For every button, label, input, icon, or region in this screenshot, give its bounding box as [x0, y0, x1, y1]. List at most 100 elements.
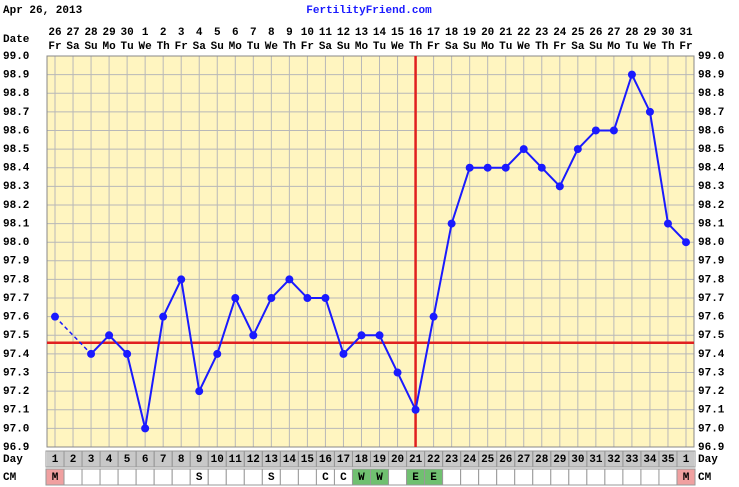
y-tick-label: 98.4	[3, 163, 30, 175]
weekday-label: Fr	[175, 41, 188, 53]
weekday-label: We	[643, 41, 657, 53]
temperature-point	[231, 294, 240, 303]
cycle-day: 20	[391, 454, 404, 466]
date-label: Date	[3, 34, 30, 46]
y-tick-label: 97.2	[698, 386, 724, 398]
y-tick-label: 98.9	[3, 70, 29, 82]
cycle-day: 26	[499, 454, 512, 466]
cycle-day: 11	[229, 454, 243, 466]
y-tick-label: 99.0	[3, 51, 29, 63]
temperature-point	[303, 294, 312, 303]
temperature-point	[465, 163, 474, 172]
date-label: 9	[286, 27, 293, 39]
weekday-label: Sa	[193, 41, 207, 53]
cm-code: M	[52, 472, 59, 484]
y-tick-label: 98.0	[3, 237, 29, 249]
cycle-day: 30	[571, 454, 584, 466]
weekday-label: Tu	[373, 41, 386, 53]
weekday-label: Th	[535, 41, 548, 53]
y-tick-label: 98.5	[698, 144, 725, 156]
cycle-day: 27	[517, 454, 530, 466]
cycle-day: 17	[337, 454, 350, 466]
temperature-line	[90, 71, 687, 429]
weekday-label: Fr	[427, 41, 440, 53]
y-tick-label: 98.7	[3, 107, 29, 119]
y-tick-label: 97.6	[698, 312, 724, 324]
cycle-day: 9	[196, 454, 203, 466]
y-tick-label: 97.8	[3, 274, 30, 286]
temperature-point	[177, 275, 186, 284]
cycle-day: 34	[643, 454, 657, 466]
cm-cell	[153, 468, 173, 486]
weekday-label: Su	[589, 41, 602, 53]
date-label: 5	[214, 27, 221, 39]
chart-title: FertilityFriend.com	[306, 5, 432, 17]
cm-cell	[99, 468, 119, 486]
y-tick-label: 97.9	[3, 256, 29, 268]
temperature-point	[141, 424, 150, 433]
cm-cell	[532, 468, 552, 486]
cycle-day: 29	[553, 454, 566, 466]
date-label: 6	[232, 27, 239, 39]
y-tick-label: 98.5	[3, 144, 30, 156]
cm-code: S	[196, 472, 203, 484]
cm-cell	[207, 468, 227, 486]
weekday-label: Mo	[229, 41, 243, 53]
temperature-point	[357, 331, 366, 340]
weekday-label: Su	[211, 41, 224, 53]
weekday-label: Mo	[102, 41, 116, 53]
date-label: 14	[373, 27, 387, 39]
date-label: 31	[679, 27, 693, 39]
date-label: 20	[481, 27, 494, 39]
y-tick-label: 97.3	[3, 367, 30, 379]
weekday-label: Sa	[66, 41, 80, 53]
day-label: Day	[3, 454, 23, 466]
date-label: 15	[391, 27, 405, 39]
weekday-label: Fr	[301, 41, 314, 53]
cm-cell	[171, 468, 191, 486]
y-tick-label: 98.0	[698, 237, 724, 249]
date-label: 30	[661, 27, 674, 39]
temperature-point	[195, 387, 204, 396]
y-tick-label: 98.1	[698, 218, 725, 230]
temperature-point	[213, 349, 222, 358]
date-label: 1	[142, 27, 149, 39]
y-tick-label: 97.4	[698, 349, 725, 361]
cm-code: S	[268, 472, 275, 484]
y-tick-label: 97.0	[3, 423, 29, 435]
weekday-label: Sa	[571, 41, 585, 53]
weekday-label: Th	[157, 41, 170, 53]
temperature-point	[159, 312, 168, 321]
cycle-day: 8	[178, 454, 185, 466]
weekday-label: Th	[409, 41, 422, 53]
cycle-day: 5	[124, 454, 131, 466]
temperature-point	[105, 331, 114, 340]
cycle-day: 3	[88, 454, 95, 466]
cycle-day: 33	[625, 454, 639, 466]
date-label: 24	[553, 27, 567, 39]
cm-cell	[388, 468, 408, 486]
weekday-label: We	[139, 41, 153, 53]
cycle-day: 19	[373, 454, 386, 466]
weekday-label: Tu	[121, 41, 134, 53]
temperature-point	[501, 163, 510, 172]
plot-border	[46, 55, 695, 448]
y-tick-label: 98.1	[3, 218, 30, 230]
cm-code: C	[322, 472, 329, 484]
cm-cell	[442, 468, 462, 486]
date-label: 10	[301, 27, 314, 39]
weekday-label: We	[391, 41, 405, 53]
cm-cell	[297, 468, 317, 486]
weekday-label: Th	[661, 41, 674, 53]
y-tick-label: 98.8	[698, 88, 725, 100]
date-label: 26	[589, 27, 602, 39]
cycle-day: 4	[106, 454, 113, 466]
y-tick-label: 97.9	[698, 256, 724, 268]
cycle-day: 12	[247, 454, 260, 466]
weekday-label: Mo	[481, 41, 495, 53]
cm-cell	[550, 468, 570, 486]
date-label: 12	[337, 27, 350, 39]
cycle-day: 22	[427, 454, 440, 466]
weekday-label: Tu	[247, 41, 260, 53]
